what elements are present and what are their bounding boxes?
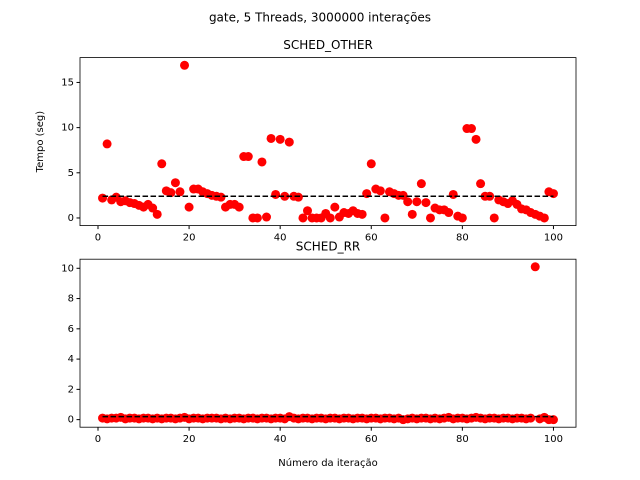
y-tick-label: 5 (68, 168, 74, 179)
point (412, 197, 422, 207)
point (170, 178, 180, 188)
point (325, 213, 335, 223)
point (489, 213, 499, 223)
point (102, 139, 112, 149)
point (476, 179, 486, 189)
point (425, 213, 435, 223)
y-tick-label: 0 (68, 213, 74, 224)
y-tick-label: 10 (61, 123, 74, 134)
point (298, 213, 308, 223)
point (403, 197, 413, 207)
point (357, 209, 367, 219)
x-tick-label: 20 (183, 434, 196, 445)
x-tick-label: 80 (456, 233, 469, 244)
x-tick-label: 0 (95, 434, 101, 445)
point (471, 134, 481, 144)
point (380, 213, 390, 223)
figure-title: gate, 5 Threads, 3000000 interações (209, 11, 431, 25)
point (152, 209, 162, 219)
y-tick-label: 10 (61, 263, 74, 274)
point (457, 213, 467, 223)
point (548, 415, 558, 425)
point (216, 192, 226, 202)
point (526, 413, 536, 423)
point (262, 212, 272, 222)
x-tick-label: 100 (544, 233, 563, 244)
x-tick-label: 40 (274, 434, 287, 445)
y-tick-label: 0 (68, 415, 74, 426)
point (416, 179, 426, 189)
point (293, 192, 303, 202)
x-tick-label: 20 (183, 233, 196, 244)
y-tick-label: 8 (68, 294, 74, 305)
point (148, 203, 158, 213)
y-tick-label: 4 (68, 354, 74, 365)
point (444, 208, 454, 218)
x-tick-label: 40 (274, 233, 287, 244)
point (530, 262, 540, 272)
x-tick-label: 60 (365, 434, 378, 445)
point (448, 189, 458, 199)
point (266, 133, 276, 143)
point (184, 202, 194, 212)
point (257, 157, 267, 167)
point (98, 193, 108, 203)
x-tick-label: 100 (544, 434, 563, 445)
point (398, 190, 408, 200)
x-tick-label: 80 (456, 434, 469, 445)
axes-frame (79, 57, 577, 226)
point (175, 187, 185, 197)
x-tick-label: 0 (95, 233, 101, 244)
point (180, 60, 190, 70)
point (157, 159, 167, 169)
point (284, 137, 294, 147)
subplot-title: SCHED_RR (296, 240, 361, 254)
subplot-title: SCHED_OTHER (283, 38, 373, 52)
point (466, 124, 476, 134)
point (280, 191, 290, 201)
y-tick-label: 15 (61, 77, 74, 88)
axes-frame (79, 258, 577, 428)
y-tick-label: 2 (68, 384, 74, 395)
point (539, 213, 549, 223)
y-tick-label: 6 (68, 324, 74, 335)
point (375, 186, 385, 196)
point (271, 189, 281, 199)
point (166, 188, 176, 198)
x-axis-label: Número da iteração (278, 457, 377, 469)
y-axis-label: Tempo (seg) (35, 111, 46, 174)
point (303, 206, 313, 216)
point (407, 209, 417, 219)
point (243, 152, 253, 162)
point (275, 134, 285, 144)
point (330, 202, 340, 212)
point (366, 159, 376, 169)
point (234, 202, 244, 212)
point (252, 213, 262, 223)
point (421, 198, 431, 208)
x-tick-label: 60 (365, 233, 378, 244)
